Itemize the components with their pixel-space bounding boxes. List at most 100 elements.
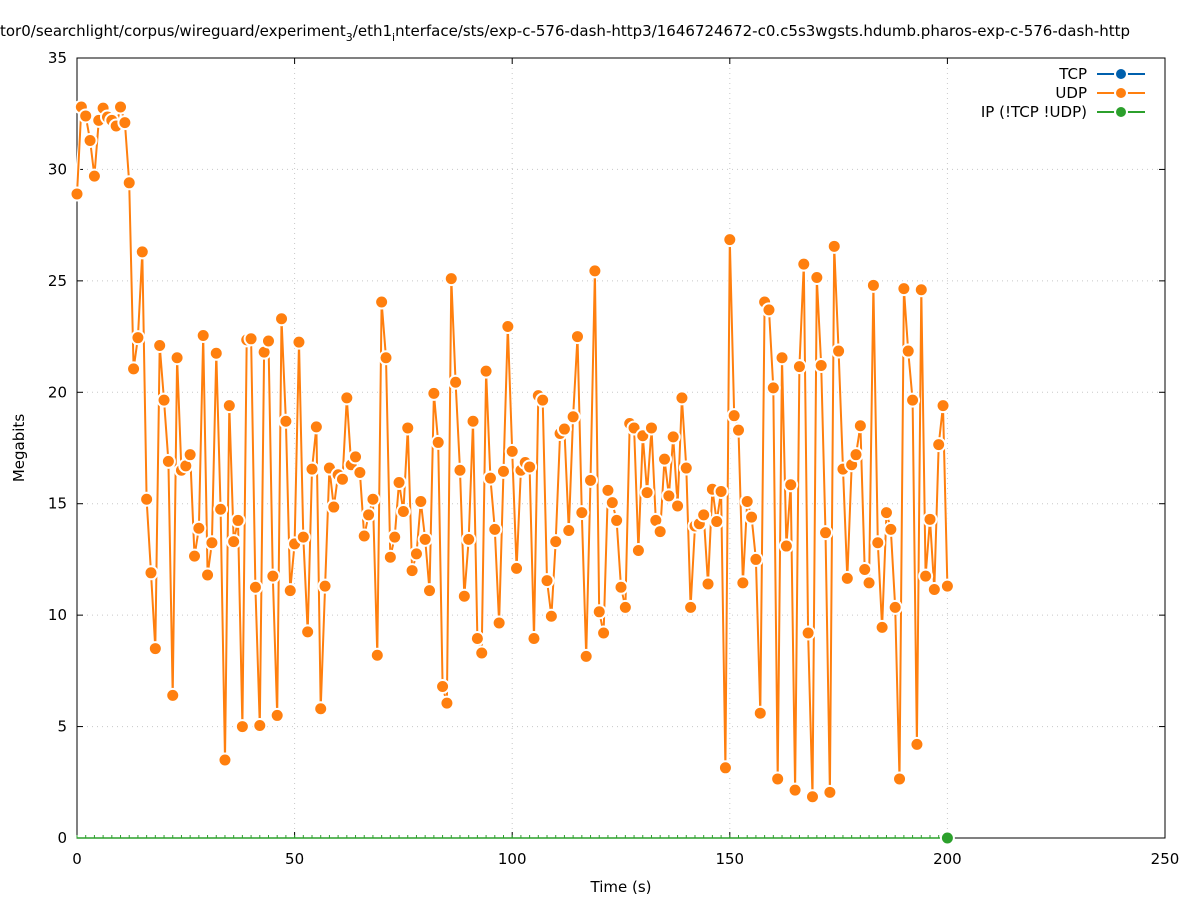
x-tick-label: 150 [715,850,744,868]
udp-data-point [365,491,381,507]
udp-data-point [822,784,838,800]
udp-data-point [369,647,385,663]
udp-data-point [604,495,620,511]
udp-data-point [661,488,677,504]
udp-data-point [478,363,494,379]
udp-data-point [765,380,781,396]
x-tick-label: 200 [933,850,962,868]
udp-data-point [422,583,438,599]
title-part: i [392,31,395,44]
udp-data-point [356,528,372,544]
udp-data-point [191,520,207,536]
udp-data-point [931,437,947,453]
udp-data-point [578,648,594,664]
udp-data-point [574,505,590,521]
udp-data-point [348,449,364,465]
udp-data-point [748,551,764,567]
udp-data-point [230,512,246,528]
udp-data-point [113,99,129,115]
udp-data-point [495,463,511,479]
udp-data-point [909,736,925,752]
udp-data-point [147,641,163,657]
udp-data-point [426,385,442,401]
udp-data-point [874,619,890,635]
udp-data-point [609,512,625,528]
udp-data-point [260,333,276,349]
udp-data-point [465,413,481,429]
udp-data-point [300,624,316,640]
udp-data-point [565,409,581,425]
udp-data-point [935,398,951,414]
udp-data-point [226,534,242,550]
udp-data-point [204,535,220,551]
udp-data-point [735,575,751,591]
udp-data-point [313,701,329,717]
udp-data-point [317,578,333,594]
udp-data-point [169,350,185,366]
udp-data-point [130,330,146,346]
udp-data-point [783,477,799,493]
udp-data-point [887,599,903,615]
udp-data-point [430,434,446,450]
udp-data-point [796,256,812,272]
x-tick-label: 250 [1151,850,1180,868]
udp-data-point [134,244,150,260]
x-tick-label: 100 [498,850,527,868]
udp-data-point [665,429,681,445]
chart-title: tor0/searchlight/corpus/wireguard/experi… [0,22,1130,44]
udp-data-point [217,752,233,768]
udp-data-point [352,465,368,481]
legend-label: TCP [1058,65,1087,83]
series-layer [69,99,955,846]
udp-data-point [408,546,424,562]
udp-data-point [117,115,133,131]
udp-data-point [378,350,394,366]
udp-data-point [413,493,429,509]
udp-data-point [722,232,738,248]
udp-data-point [265,568,281,584]
y-axis-label: Megabits [10,414,28,482]
udp-data-point [600,482,616,498]
udp-data-point [613,579,629,595]
udp-data-point [913,282,929,298]
udp-data-point [387,529,403,545]
legend-marker [1114,86,1128,100]
udp-data-point [883,521,899,537]
udp-data-point [400,420,416,436]
udp-data-point [848,447,864,463]
udp-data-point [404,563,420,579]
x-axis-label: Time (s) [590,878,652,896]
axes: 0 5 10 15 20 25 30 35 0 50 100 150 200 250 [48,49,1179,868]
x-tick-label: 50 [285,850,304,868]
y-tick-label: 35 [48,49,67,67]
udp-data-point [878,505,894,521]
udp-data-point [361,507,377,523]
udp-data-point [86,168,102,184]
udp-data-point [892,771,908,787]
udp-data-point [156,392,172,408]
udp-data-point [78,108,94,124]
udp-data-point [443,271,459,287]
udp-data-point [717,760,733,776]
udp-data-point [813,358,829,374]
udp-data-point [939,578,955,594]
udp-data-point [800,625,816,641]
udp-data-point [308,419,324,435]
udp-data-point [548,534,564,550]
udp-data-point [195,327,211,343]
udp-data-point [252,717,268,733]
udp-data-point [461,531,477,547]
udp-data-point [896,281,912,297]
udp-data-point [165,687,181,703]
y-tick-label: 0 [57,829,67,847]
udp-data-point [639,485,655,501]
udp-data-point [870,535,886,551]
udp-data-point [526,631,542,647]
udp-data-point [487,521,503,537]
udp-data-point [221,398,237,414]
y-tick-label: 15 [48,495,67,513]
legend-marker [1114,67,1128,81]
udp-data-point [709,514,725,530]
udp-data-point [126,361,142,377]
